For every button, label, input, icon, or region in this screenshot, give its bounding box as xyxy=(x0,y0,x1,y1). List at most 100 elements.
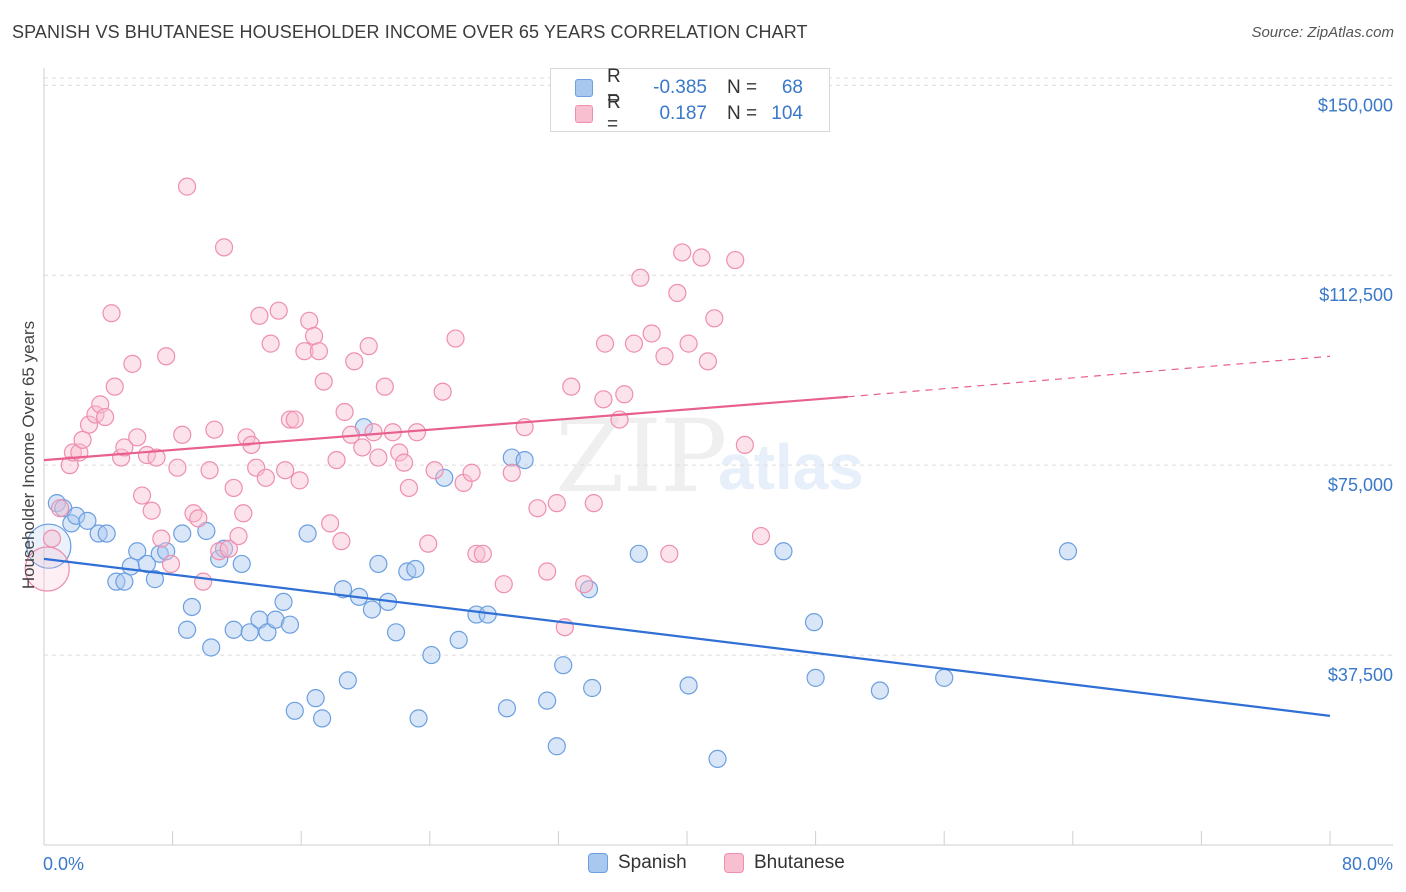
bhutanese-point xyxy=(256,468,275,487)
bhutanese-point xyxy=(562,377,581,396)
bhutanese-point xyxy=(425,461,444,480)
bhutanese-point xyxy=(280,410,300,429)
spanish-point xyxy=(1058,542,1078,561)
bhutanese-point xyxy=(692,248,711,267)
spanish-point xyxy=(406,559,425,579)
bhutanese-point xyxy=(615,385,634,404)
bhutanese-point xyxy=(751,526,771,546)
bhutanese-point xyxy=(673,243,692,262)
spanish-point xyxy=(298,524,317,543)
spanish-point xyxy=(240,623,259,642)
legend-item-bhutanese[interactable]: Bhutanese xyxy=(724,852,845,874)
bhutanese-point xyxy=(345,352,364,371)
r-label: R = xyxy=(607,92,621,135)
bhutanese-point xyxy=(142,501,161,520)
bhutanese-point xyxy=(42,529,62,548)
bhutanese-point xyxy=(735,435,754,455)
spanish-point xyxy=(369,554,388,574)
bhutanese-point xyxy=(276,461,295,480)
bhutanese-point xyxy=(359,337,378,356)
trend-lines xyxy=(43,355,1331,717)
bhutanese-point xyxy=(528,499,547,518)
spanish-point xyxy=(774,542,793,561)
spanish-point xyxy=(435,468,454,487)
data-points xyxy=(24,177,1078,769)
bhutanese-point xyxy=(655,347,674,366)
legend-label-bhutanese: Bhutanese xyxy=(754,852,845,873)
y-tick-labels: $37,500 $75,000 $112,500 $150,000 xyxy=(1318,95,1393,685)
bhutanese-point xyxy=(353,438,372,457)
legend-label-spanish: Spanish xyxy=(618,852,687,873)
bhutanese-point xyxy=(538,562,557,581)
spanish-point xyxy=(547,737,566,756)
bhutanese-point xyxy=(668,283,687,303)
spanish-point xyxy=(128,542,147,561)
bhutanese-point xyxy=(168,458,187,477)
bhutanese-point xyxy=(399,478,419,498)
bhutanese-point xyxy=(631,268,650,287)
bhutanese-point xyxy=(467,544,486,563)
bhutanese-point xyxy=(502,463,521,482)
bhutanese-point xyxy=(309,342,328,361)
bhutanese-point xyxy=(595,334,615,353)
bhutanese-swatch xyxy=(724,853,744,873)
spanish-point xyxy=(121,557,140,576)
bhutanese-point xyxy=(229,526,248,546)
spanish-point xyxy=(306,689,325,708)
bhutanese-point xyxy=(314,372,333,391)
bhutanese-point xyxy=(290,471,309,490)
n-value: 68 xyxy=(781,77,803,98)
bhutanese-point xyxy=(73,430,92,449)
bhutanese-point xyxy=(224,478,243,498)
bhutanese-point xyxy=(189,509,208,528)
bhutanese-point xyxy=(147,448,166,467)
bhutanese-point xyxy=(327,450,346,470)
spanish-point xyxy=(312,709,332,728)
bhutanese-point xyxy=(419,534,438,553)
legend-row-bhutanese: R = 0.187 N = 104 xyxy=(575,92,803,135)
spanish-point xyxy=(224,620,243,639)
correlation-legend: R = -0.385 N = 68 R = 0.187 N = 104 xyxy=(550,66,830,135)
spanish-point xyxy=(679,676,698,695)
y-axis-label: Householder Income Over 65 years xyxy=(19,321,38,589)
watermark-atlas: atlas xyxy=(718,431,864,503)
bhutanese-point xyxy=(205,420,224,439)
axes xyxy=(43,68,1393,846)
spanish-trend-line xyxy=(43,557,1331,717)
bhutanese-trend-line-extension xyxy=(847,355,1331,398)
bhutanese-point xyxy=(594,390,613,409)
spanish-point xyxy=(708,749,727,769)
spanish-point xyxy=(583,678,602,698)
spanish-point xyxy=(935,668,954,687)
spanish-point xyxy=(806,668,825,687)
bhutanese-point xyxy=(575,575,594,594)
bhutanese-point xyxy=(200,461,219,480)
spanish-point xyxy=(173,524,192,543)
bhutanese-point xyxy=(173,425,192,444)
bhutanese-point xyxy=(161,554,181,574)
legend-item-spanish[interactable]: Spanish xyxy=(588,852,687,874)
spanish-point xyxy=(422,645,441,665)
bhutanese-point xyxy=(390,443,409,462)
y-tick-label: $150,000 xyxy=(1318,95,1393,115)
spanish-point xyxy=(338,671,357,690)
bhutanese-point xyxy=(102,304,121,323)
bhutanese-point xyxy=(584,494,603,513)
bhutanese-point xyxy=(369,448,388,467)
spanish-point xyxy=(182,597,201,617)
spanish-swatch xyxy=(588,853,608,873)
spanish-point xyxy=(177,620,197,639)
bhutanese-point xyxy=(184,504,203,523)
n-label: N = xyxy=(727,103,758,124)
legend-row-spanish: R = -0.385 N = 68 xyxy=(575,66,803,109)
r-label: R = xyxy=(607,66,621,109)
spanish-point xyxy=(538,691,557,710)
bhutanese-point xyxy=(473,544,492,563)
bhutanese-point xyxy=(462,463,481,482)
bhutanese-point xyxy=(321,514,340,533)
spanish-point xyxy=(804,613,824,632)
y-tick-label: $75,000 xyxy=(1328,475,1393,495)
bhutanese-point xyxy=(79,415,99,434)
source-label: Source: ZipAtlas.com xyxy=(1251,24,1394,41)
